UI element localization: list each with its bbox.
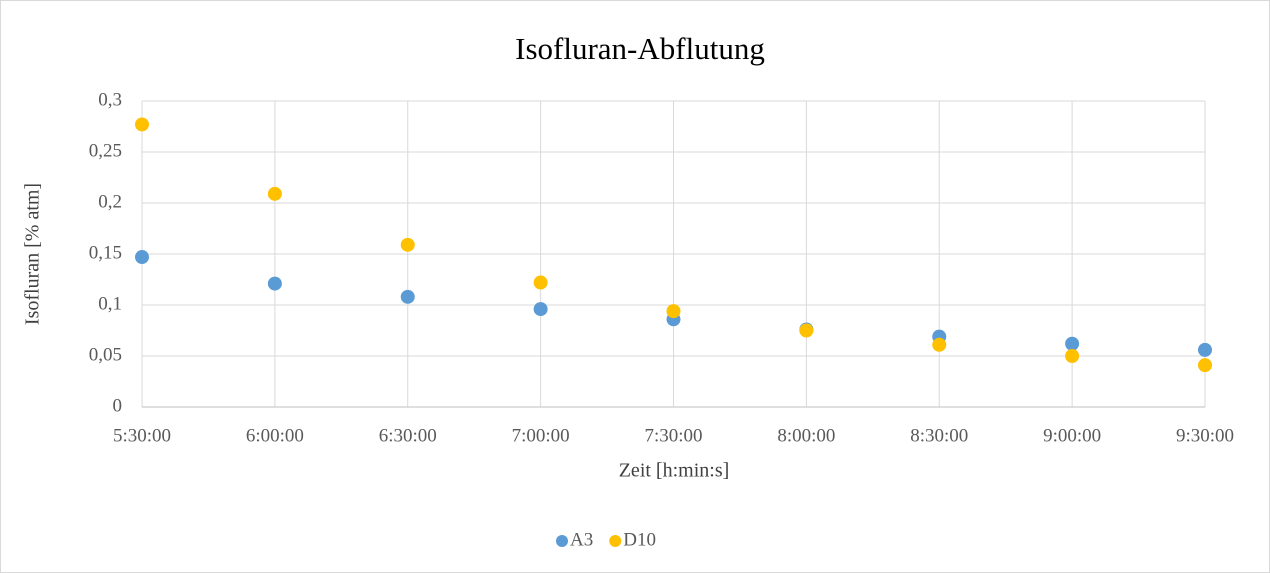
point [400,289,415,304]
point [135,250,149,265]
y-tick-label: 0,2 [98,191,122,212]
point [932,337,947,352]
x-tick-label: 8:30:00 [910,425,968,446]
point [267,276,282,291]
point [400,237,415,252]
y-axis-title: Isofluran [% atm] [22,183,44,325]
point [666,304,681,319]
x-tick-label: 6:00:00 [246,425,304,446]
x-tick-label: 9:00:00 [1043,425,1101,446]
y-tick-label: 0,3 [98,89,122,110]
point [533,275,548,290]
legend-label: D10 [623,529,656,550]
x-tick-label: 5:30:00 [113,425,171,446]
y-tick-label: 0,25 [89,140,122,161]
y-tick-label: 0,15 [89,242,122,263]
x-tick-label: 7:30:00 [644,425,702,446]
legend-label: A3 [570,529,593,550]
y-tick-label: 0 [113,395,123,416]
point [1198,358,1212,373]
y-tick-label: 0,1 [98,293,122,314]
chart-title: Isofluran-Abflutung [515,31,765,66]
point [533,302,548,317]
point [1065,336,1080,351]
y-tick-label: 0,05 [89,344,122,365]
x-axis-title: Zeit [h:min:s] [619,460,730,482]
point [135,117,149,132]
legend-marker [556,535,568,547]
point [267,186,282,201]
x-tick-label: 6:30:00 [379,425,437,446]
point [1065,349,1080,363]
x-tick-label: 8:00:00 [777,425,835,446]
x-tick-label: 9:30:00 [1176,425,1234,446]
point [799,323,814,338]
legend-marker [609,535,622,547]
x-tick-label: 7:00:00 [512,425,570,446]
point [1198,342,1212,357]
